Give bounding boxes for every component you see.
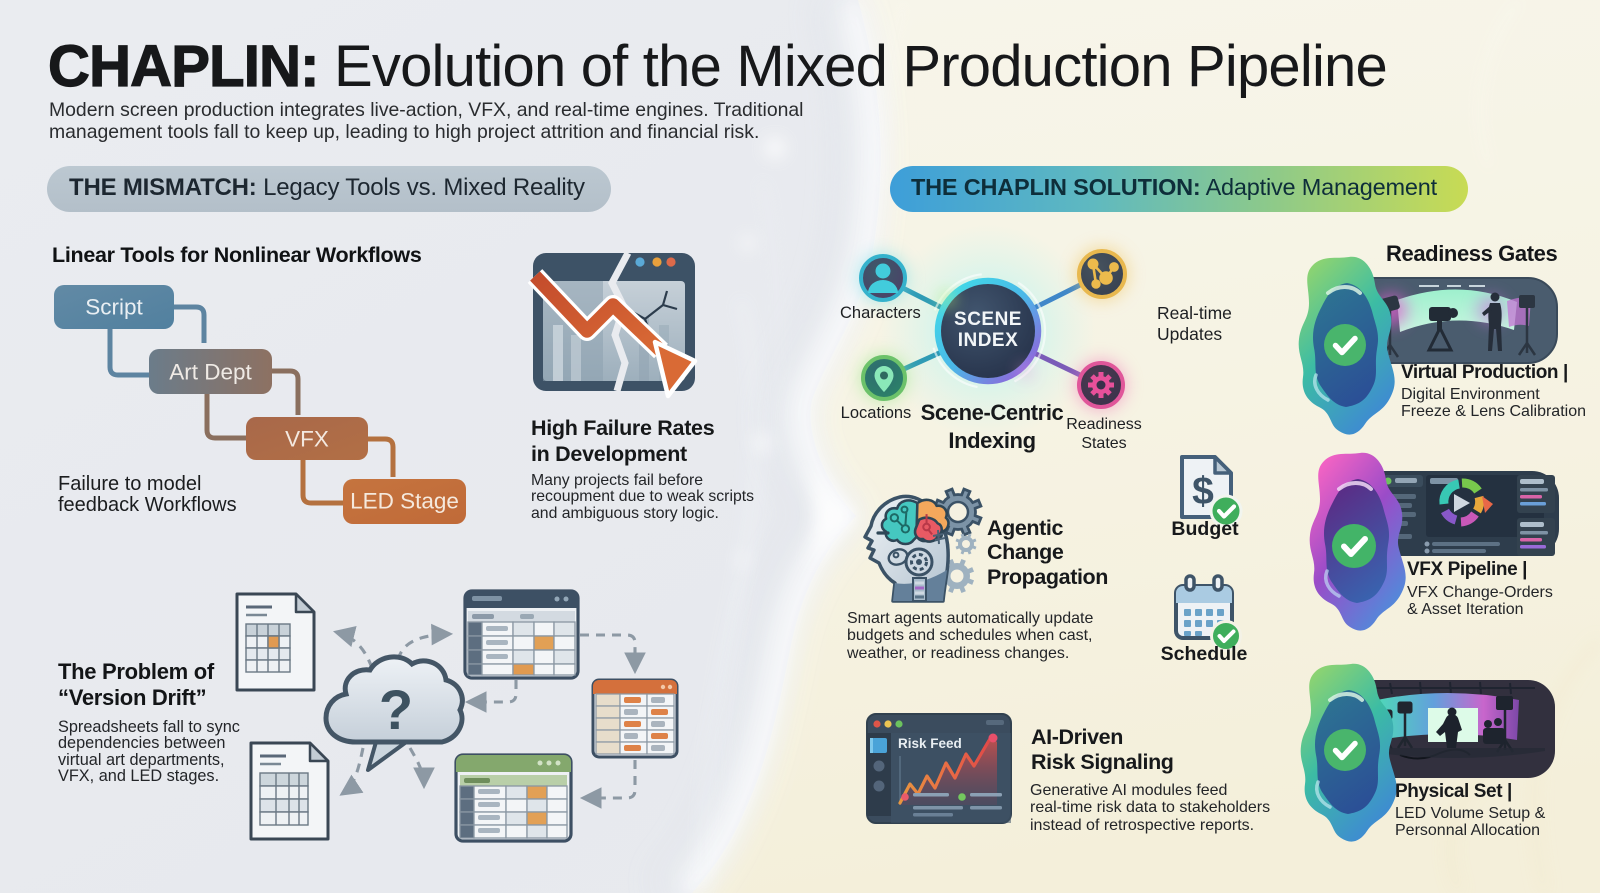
svg-text:?: ? bbox=[379, 678, 413, 741]
svg-text:LED Stage: LED Stage bbox=[350, 489, 459, 514]
svg-text:Risk Feed: Risk Feed bbox=[898, 736, 962, 751]
svg-text:Script: Script bbox=[85, 295, 143, 320]
svg-text:SCENE: SCENE bbox=[954, 309, 1022, 330]
svg-text:Art Dept: Art Dept bbox=[169, 360, 252, 385]
svg-text:VFX: VFX bbox=[285, 427, 329, 452]
svg-text:$: $ bbox=[1192, 470, 1214, 513]
svg-text:INDEX: INDEX bbox=[958, 330, 1019, 351]
